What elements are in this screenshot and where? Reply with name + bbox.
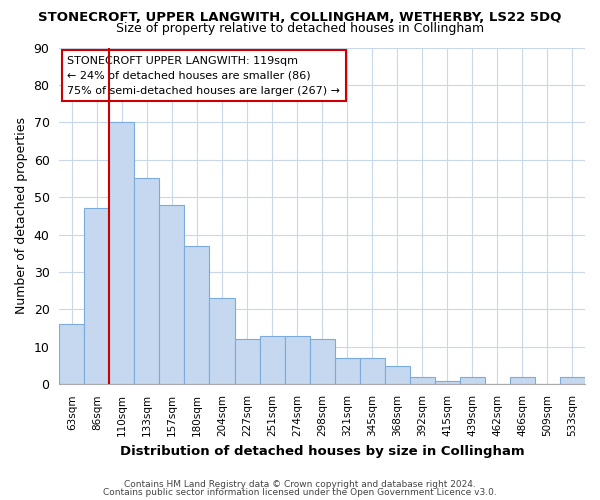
Bar (109, 122, 134, 384)
Bar (435, 380, 460, 384)
Text: Size of property relative to detached houses in Collingham: Size of property relative to detached ho… (116, 22, 484, 35)
Text: Contains public sector information licensed under the Open Government Licence v3: Contains public sector information licen… (103, 488, 497, 497)
Bar (184, 246, 209, 384)
Text: Contains HM Land Registry data © Crown copyright and database right 2024.: Contains HM Land Registry data © Crown c… (124, 480, 476, 489)
Bar (59, 324, 85, 384)
Y-axis label: Number of detached properties: Number of detached properties (15, 118, 28, 314)
Bar (260, 336, 284, 384)
Bar (359, 358, 385, 384)
X-axis label: Distribution of detached houses by size in Collingham: Distribution of detached houses by size … (120, 444, 524, 458)
Bar (385, 366, 410, 384)
Bar (560, 377, 585, 384)
Bar (284, 336, 310, 384)
Bar (160, 204, 184, 384)
Bar (335, 358, 359, 384)
Bar (85, 208, 109, 384)
Bar (134, 178, 160, 384)
Text: STONECROFT, UPPER LANGWITH, COLLINGHAM, WETHERBY, LS22 5DQ: STONECROFT, UPPER LANGWITH, COLLINGHAM, … (38, 11, 562, 24)
Text: STONECROFT UPPER LANGWITH: 119sqm
← 24% of detached houses are smaller (86)
75% : STONECROFT UPPER LANGWITH: 119sqm ← 24% … (67, 56, 340, 96)
Bar (209, 298, 235, 384)
Bar (460, 377, 485, 384)
Bar (235, 340, 260, 384)
Bar (310, 340, 335, 384)
Bar (410, 377, 435, 384)
Bar (510, 377, 535, 384)
